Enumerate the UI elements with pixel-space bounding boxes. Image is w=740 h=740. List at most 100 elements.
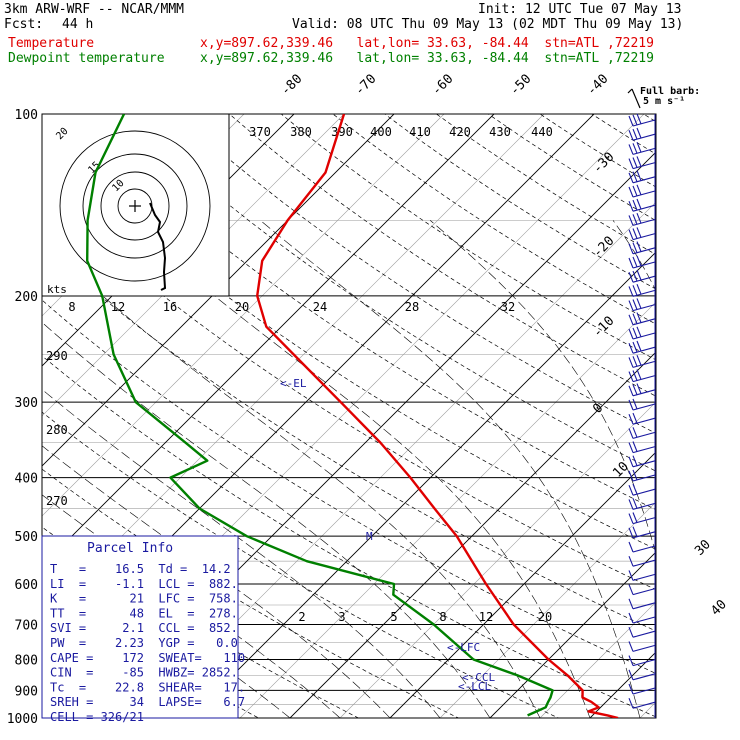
theta-label-left: 270 <box>46 494 68 508</box>
wind-barb-feather <box>628 697 634 709</box>
wind-barb <box>632 573 656 581</box>
wind-barb-feather <box>628 399 634 411</box>
moist-adiabat-line <box>260 220 641 718</box>
wind-barb-feather <box>628 300 634 311</box>
parcel-info-row: PW = 2.23 YGP = 0.0 <box>50 636 238 650</box>
pressure-tick-label: 600 <box>15 578 38 593</box>
annotation-m: M <box>366 530 373 543</box>
wind-barb-feather <box>632 270 638 282</box>
wind-barb-feather <box>632 370 638 381</box>
wind-barb-feather <box>628 215 634 226</box>
isotherm-line <box>239 301 656 718</box>
wind-barb-feather <box>636 212 642 224</box>
wind-barb-feather <box>628 570 634 581</box>
wind-barb-feather <box>628 385 634 397</box>
wind-barb-feather <box>628 257 634 269</box>
wind-barb-feather <box>628 115 634 127</box>
dewpoint-location-info: x,y=897.62,339.46 lat,lon= 33.63, -84.44… <box>200 51 654 66</box>
hodograph-ring <box>100 171 170 241</box>
wind-barb-feather <box>632 483 638 495</box>
wind-barb <box>632 659 656 667</box>
temperature-location-info: x,y=897.62,339.46 lat,lon= 33.63, -84.44… <box>200 36 654 51</box>
wind-barb <box>632 687 656 695</box>
wind-barb-feather <box>628 186 634 198</box>
dry-adiabat-line <box>384 114 656 290</box>
dry-adiabat-line <box>177 114 656 434</box>
moist-adiabat-line <box>430 220 656 556</box>
dewpoint-profile <box>86 114 554 717</box>
isotherm-line <box>589 651 656 718</box>
dry-adiabat-line <box>229 114 656 397</box>
wind-barb-feather <box>628 428 634 439</box>
wind-barb-feather <box>632 299 638 310</box>
wind-barb-feather <box>636 184 642 196</box>
wind-barb <box>632 588 656 596</box>
parcel-info-row: LI = -1.1 LCL = 882. <box>50 577 238 591</box>
isotherm-line <box>539 601 656 718</box>
temperature-profile <box>256 114 619 718</box>
moist-adiabat-line <box>42 239 541 718</box>
wind-barb-feather <box>632 171 638 182</box>
wind-barb-feather <box>628 598 634 610</box>
theta-label: 400 <box>370 125 392 139</box>
isotherm-line <box>389 451 656 718</box>
wind-barb-feather <box>632 469 638 481</box>
isotherm-line <box>489 551 656 718</box>
wind-barb-feather <box>628 470 634 482</box>
wind-barb-feather <box>628 641 634 652</box>
pressure-tick-label: 900 <box>15 684 38 699</box>
hodograph-kts-label: kts <box>47 283 67 296</box>
isotherm-label: -80 <box>278 72 305 99</box>
forecast-label: Fcst: <box>4 17 44 32</box>
isotherm-label: -50 <box>507 72 534 99</box>
theta-label: 380 <box>290 125 312 139</box>
wind-barb-feather <box>636 312 642 323</box>
theta-label: 430 <box>489 125 511 139</box>
theta-label: 410 <box>409 125 431 139</box>
wind-barb-feather <box>628 669 634 681</box>
wind-barb <box>632 559 656 567</box>
wind-barb-feather <box>632 427 638 438</box>
parcel-info-box: Parcel Info T = 16.5 Td = 14.2LI = -1.1 L… <box>41 535 245 724</box>
isotherm-label: -20 <box>590 234 617 261</box>
theta-label-left: 290 <box>46 349 68 363</box>
wind-barb-feather <box>628 527 634 539</box>
wind-barb-feather <box>632 313 638 324</box>
pressure-tick-label: 800 <box>15 653 38 668</box>
hodograph-ring <box>59 130 211 282</box>
dry-adiabat-line <box>42 411 560 718</box>
barb-legend-line2: 5 m s⁻¹ <box>643 96 685 107</box>
wind-barb-feather <box>632 327 638 339</box>
pressure-tick-label: 200 <box>15 290 38 305</box>
moist-adiabat-line <box>42 321 491 718</box>
thetae-label: 16 <box>163 300 177 314</box>
parcel-info-row: TT = 48 EL = 278. <box>50 606 238 620</box>
wind-barb-feather <box>636 369 642 380</box>
moist-adiabat-line <box>42 388 441 718</box>
dry-adiabat-line <box>643 114 656 123</box>
model-title: 3km ARW-WRF -- NCAR/MMM <box>4 2 185 17</box>
wind-barb-feather <box>628 456 634 468</box>
mixing-ratio-label: 8 <box>439 610 446 624</box>
thetae-label: 32 <box>501 300 515 314</box>
forecast-hour: 44 h <box>62 17 94 32</box>
wind-barb-feather <box>632 498 638 509</box>
theta-label-left: 280 <box>46 423 68 437</box>
parcel-info-frame <box>41 535 239 719</box>
legend-barb-feather <box>627 88 633 94</box>
wind-barb-feather <box>636 156 642 167</box>
dry-adiabat-line <box>695 114 740 731</box>
isotherm-label: -40 <box>584 72 611 99</box>
wind-barb-feather <box>636 298 642 309</box>
wind-barb-feather <box>632 441 638 452</box>
wind-barb-feather <box>636 383 642 394</box>
dry-adiabat-line <box>332 114 656 325</box>
wind-barb-feather <box>628 357 634 368</box>
wind-barb-feather <box>628 129 634 141</box>
wind-barb-feather <box>628 499 634 510</box>
parcel-info-row: Tc = 22.8 SHEAR= 17. <box>50 680 245 694</box>
wind-barb-feather <box>632 341 638 353</box>
dry-adiabat-line <box>591 114 656 155</box>
parcel-info-title: Parcel Info <box>87 541 173 556</box>
wind-barb-feather <box>636 326 642 338</box>
